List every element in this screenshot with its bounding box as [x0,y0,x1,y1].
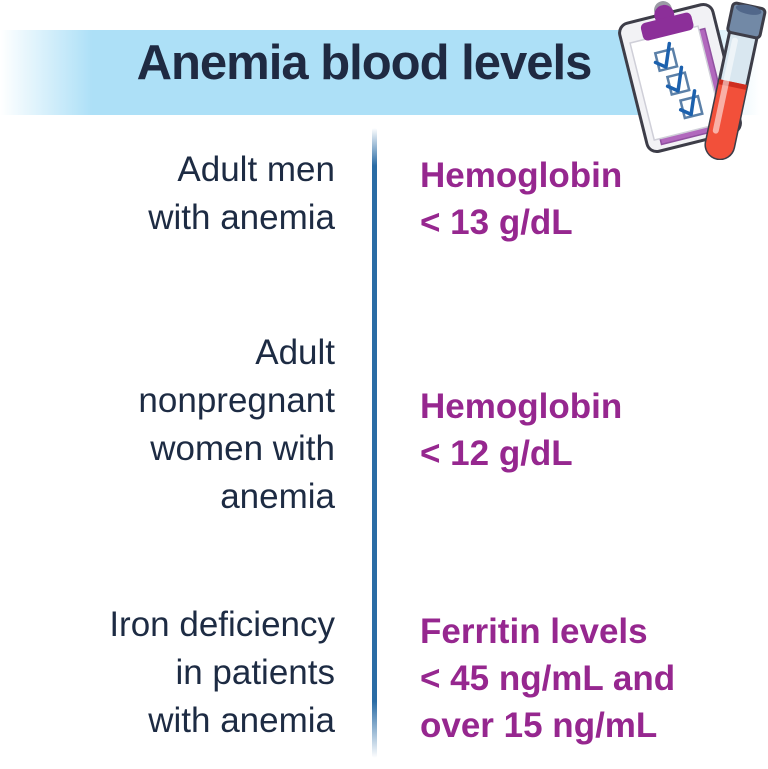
row-label-iron-deficiency: Iron deficiency in patients with anemia [109,605,335,740]
row-label-adult-men: Adult men with anemia [148,150,335,237]
row-value-ferritin: Ferritin levels < 45 ng/mL and over 15 n… [420,612,676,745]
column-divider [372,128,377,758]
row-label-adult-women: Adult nonpregnant women with anemia [138,333,335,516]
page-title: Anemia blood levels [136,36,593,90]
checkmark-icons [653,41,697,117]
test-tube-icon [704,1,767,160]
row-value-hemoglobin-women: Hemoglobin < 12 g/dL [420,387,623,473]
clipboard-icon [618,1,767,160]
row-value-hemoglobin-men: Hemoglobin < 13 g/dL [420,156,623,242]
clipboard-board [618,1,742,154]
